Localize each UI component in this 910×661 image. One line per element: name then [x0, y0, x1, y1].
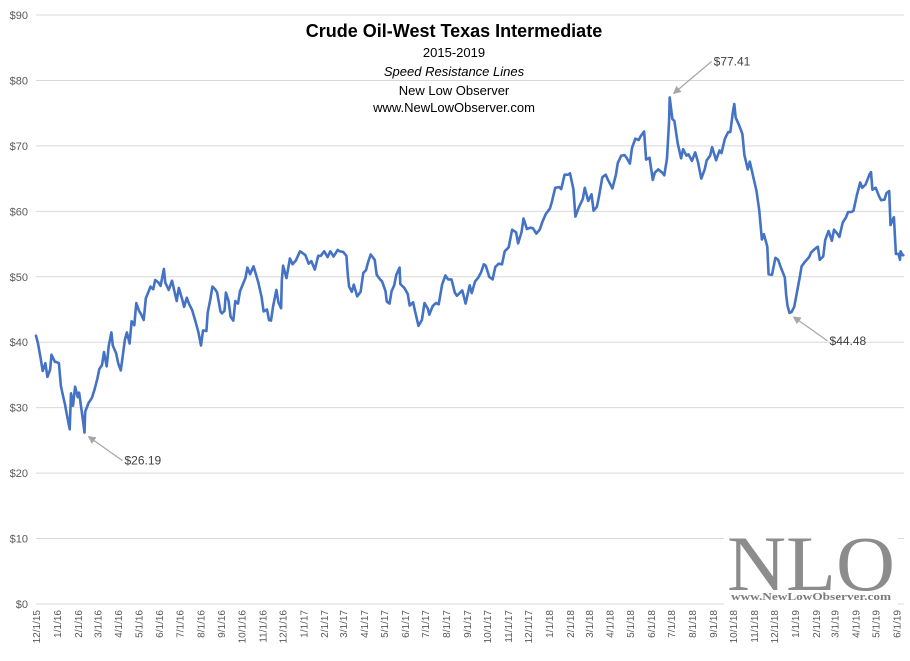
x-tick-label: 3/1/16 — [93, 610, 104, 638]
y-tick-label: $10 — [10, 534, 28, 546]
y-tick-label: $90 — [10, 10, 28, 22]
x-tick-label: 7/1/16 — [175, 610, 186, 638]
x-tick-label: 4/1/19 — [852, 610, 863, 638]
x-tick-label: 8/1/18 — [688, 610, 699, 638]
x-tick-label: 6/1/19 — [893, 610, 904, 638]
x-tick-label: 2/1/19 — [812, 610, 823, 638]
watermark-url: www.NewLowObserver.com — [731, 591, 891, 603]
x-tick-label: 1/1/18 — [545, 610, 556, 638]
x-tick-label: 2/1/17 — [320, 610, 331, 638]
y-tick-label: $70 — [10, 141, 28, 153]
x-tick-label: 9/1/18 — [709, 610, 720, 638]
x-tick-label: 10/1/17 — [483, 610, 494, 644]
price-annotations: $26.19 $77.41 $44.48 — [87, 54, 867, 468]
y-tick-label: $60 — [10, 206, 28, 218]
x-tick-label: 5/1/18 — [626, 610, 637, 638]
y-tick-label: $40 — [10, 337, 28, 349]
x-tick-label: 4/1/18 — [606, 610, 617, 638]
x-tick-label: 11/1/17 — [504, 610, 515, 643]
chart-subtitle-years: 2015-2019 — [423, 45, 485, 60]
x-tick-label: 12/1/17 — [524, 610, 535, 644]
price-series — [34, 96, 905, 434]
x-tick-label: 7/1/18 — [667, 610, 678, 638]
x-tick-label: 5/1/16 — [134, 610, 145, 638]
x-tick-label: 1/1/19 — [791, 610, 802, 638]
y-axis-tick-labels: $0 $10 $20 $30 $40 $50 $60 $70 $80 $90 — [10, 10, 28, 611]
x-tick-label: 1/1/17 — [299, 610, 310, 638]
y-tick-label: $80 — [10, 75, 28, 87]
x-axis-tick-labels: 12/1/15 1/1/16 2/1/16 3/1/16 4/1/16 5/1/16 6/1… — [32, 610, 904, 644]
annotation-arrow — [87, 436, 123, 462]
x-tick-label: 1/1/16 — [53, 610, 64, 638]
annotation-label: $44.48 — [830, 334, 867, 348]
x-tick-label: 4/1/16 — [114, 610, 125, 638]
x-tick-label: 11/1/18 — [750, 610, 761, 643]
x-tick-label: 10/1/16 — [237, 610, 248, 644]
chart-subtitle-method: Speed Resistance Lines — [384, 64, 525, 79]
x-tick-label: 3/1/18 — [585, 610, 596, 638]
y-tick-label: $30 — [10, 403, 28, 415]
series-line-wti-price — [34, 96, 905, 434]
x-tick-label: 8/1/16 — [196, 610, 207, 638]
y-tick-label: $50 — [10, 272, 28, 284]
x-tick-label: 10/1/18 — [729, 610, 740, 644]
x-tick-label: 6/1/16 — [155, 610, 166, 638]
annotation-arrow — [672, 60, 713, 95]
x-tick-label: 5/1/19 — [872, 610, 883, 638]
chart-subtitle-publisher: New Low Observer — [399, 83, 510, 98]
nlo-watermark-logo: NLO www.NewLowObserver.com — [724, 520, 898, 607]
x-tick-label: 2/1/16 — [74, 610, 85, 638]
x-tick-label: 12/1/15 — [32, 610, 43, 644]
x-tick-label: 6/1/18 — [647, 610, 658, 638]
chart-subtitle-website: www.NewLowObserver.com — [372, 100, 535, 115]
chart-title-block: Crude Oil-West Texas Intermediate 2015-2… — [306, 21, 602, 115]
annotation-arrow — [792, 316, 828, 342]
x-tick-label: 4/1/17 — [360, 610, 371, 638]
x-tick-label: 12/1/16 — [278, 610, 289, 644]
x-tick-label: 6/1/17 — [401, 610, 412, 638]
annotation-label: $26.19 — [124, 454, 161, 468]
x-tick-label: 3/1/19 — [831, 610, 842, 638]
y-tick-label: $20 — [10, 468, 28, 480]
x-tick-label: 11/1/16 — [258, 610, 269, 643]
watermark-background — [724, 528, 898, 606]
watermark-letters: NLO — [727, 520, 895, 607]
x-tick-label: 7/1/17 — [421, 610, 432, 638]
x-tick-label: 2/1/18 — [566, 610, 577, 638]
x-tick-label: 9/1/16 — [217, 610, 228, 638]
x-tick-label: 9/1/17 — [463, 610, 474, 638]
x-tick-label: 5/1/17 — [380, 610, 391, 638]
y-tick-label: $0 — [16, 599, 28, 611]
annotation-label: $77.41 — [714, 54, 751, 68]
x-tick-label: 8/1/17 — [442, 610, 453, 638]
x-tick-label: 12/1/18 — [770, 610, 781, 644]
chart-title: Crude Oil-West Texas Intermediate — [306, 21, 602, 41]
x-tick-label: 3/1/17 — [339, 610, 350, 638]
